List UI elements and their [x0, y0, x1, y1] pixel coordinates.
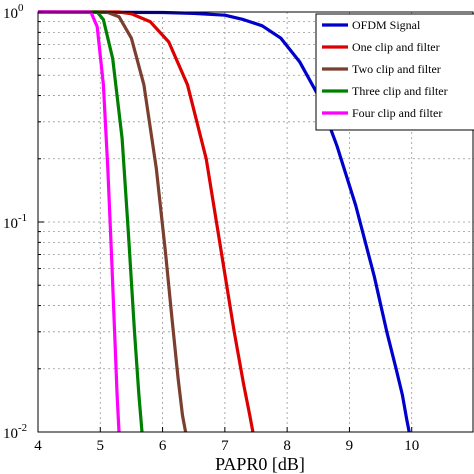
- series-line-4: [38, 10, 144, 433]
- series-line-2: [38, 10, 255, 433]
- y-tick-label-base: 10: [3, 426, 18, 442]
- y-tick-label: 100: [3, 2, 24, 22]
- y-tick-label-exponent: 0: [18, 2, 24, 14]
- legend-label: One clip and filter: [352, 40, 440, 54]
- x-tick-label: 10: [404, 438, 419, 454]
- y-tick-label-exponent: -1: [18, 212, 27, 224]
- legend-label: Three clip and filter: [352, 84, 448, 98]
- x-tick-labels: 4 5 6 7 8 9 10: [34, 438, 419, 454]
- legend-box: [315, 13, 474, 131]
- y-tick-label-base: 10: [3, 216, 18, 232]
- x-tick-label: 4: [34, 438, 42, 454]
- legend-label: OFDM Signal: [352, 18, 421, 32]
- legend-label: Four clip and filter: [352, 106, 442, 120]
- series-line-5: [38, 10, 121, 433]
- x-tick-label: 8: [283, 438, 291, 454]
- y-tick-label-exponent: -2: [18, 422, 27, 434]
- series-line-3: [38, 10, 188, 433]
- y-tick-label: 10-1: [3, 212, 27, 232]
- y-tick-label-base: 10: [3, 6, 18, 22]
- x-axis-title: PAPR0 [dB]: [215, 454, 305, 474]
- y-tick-label: 10-2: [3, 422, 27, 442]
- legend: OFDM Signal One clip and filter Two clip a…: [315, 13, 474, 131]
- x-tick-label: 5: [97, 438, 105, 454]
- ticks: [37, 11, 413, 433]
- x-tick-label: 6: [159, 438, 167, 454]
- x-tick-label: 7: [221, 438, 229, 454]
- legend-label: Two clip and filter: [352, 62, 441, 76]
- x-tick-label: 9: [346, 438, 354, 454]
